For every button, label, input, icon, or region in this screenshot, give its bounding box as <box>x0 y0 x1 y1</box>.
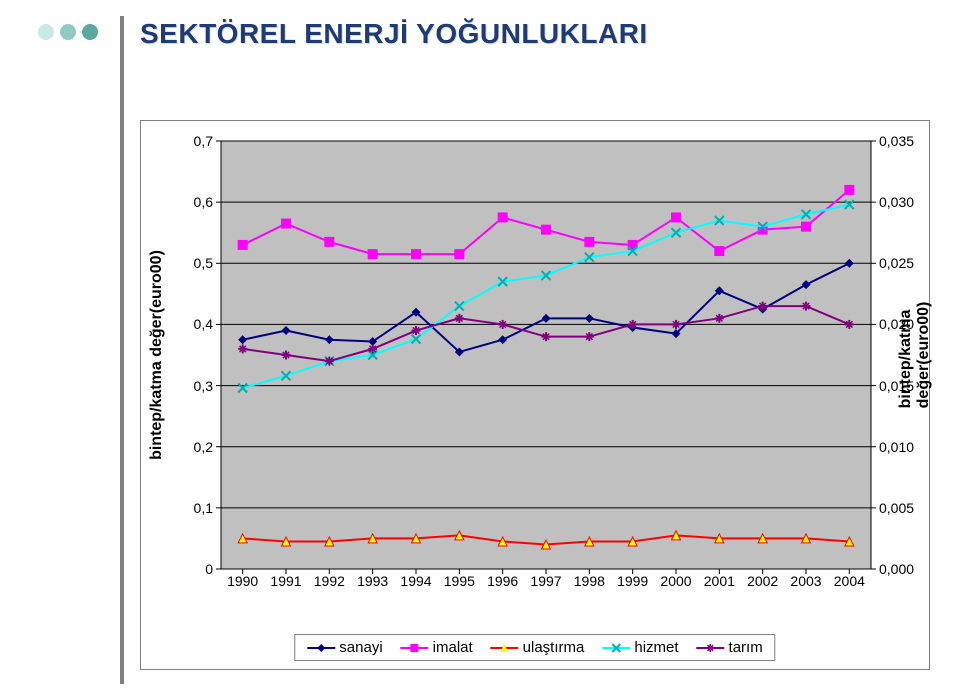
x-tick: 1999 <box>617 573 648 589</box>
legend-item-tarım: tarım <box>697 639 763 656</box>
y-right-tick: 0,025 <box>879 255 914 271</box>
legend-item-imalat: imalat <box>401 639 473 656</box>
x-tick: 2001 <box>704 573 735 589</box>
x-tick: 1998 <box>574 573 605 589</box>
x-tick: 2004 <box>834 573 865 589</box>
y-right-tick: 0,030 <box>879 194 914 210</box>
legend-item-ulaştırma: ulaştırma <box>491 639 585 656</box>
x-tick: 1992 <box>314 573 345 589</box>
x-tick: 1996 <box>487 573 518 589</box>
y-right-tick: 0,010 <box>879 439 914 455</box>
x-tick: 1993 <box>357 573 388 589</box>
legend-label: tarım <box>729 639 763 656</box>
y-left-tick: 0,1 <box>194 500 213 516</box>
slide-title: SEKTÖREL ENERJİ YOĞUNLUKLARI <box>140 18 648 50</box>
y-right-tick: 0,035 <box>879 133 914 149</box>
legend-label: hizmet <box>634 639 678 656</box>
legend-label: ulaştırma <box>523 639 585 656</box>
legend-item-hizmet: hizmet <box>602 639 678 656</box>
slide-bullets <box>38 24 98 40</box>
y-right-tick: 0,005 <box>879 500 914 516</box>
x-tick: 1995 <box>444 573 475 589</box>
y-left-tick: 0,2 <box>194 439 213 455</box>
y-left-tick: 0,7 <box>194 133 213 149</box>
legend-label: sanayi <box>339 639 382 656</box>
legend-item-sanayi: sanayi <box>307 639 382 656</box>
x-tick: 1990 <box>227 573 258 589</box>
chart-legend: sanayi imalat ulaştırma hizmet tarım <box>294 634 775 661</box>
x-tick: 1997 <box>530 573 561 589</box>
x-tick: 2003 <box>790 573 821 589</box>
y-left-tick: 0 <box>205 561 213 577</box>
bullet-1 <box>38 24 54 40</box>
y-right-axis-label: bintep/katma değer(euro00) <box>897 302 933 409</box>
bullet-3 <box>82 24 98 40</box>
x-tick: 2002 <box>747 573 778 589</box>
y-left-tick: 0,4 <box>194 316 213 332</box>
y-left-tick: 0,5 <box>194 255 213 271</box>
y-right-tick: 0,000 <box>879 561 914 577</box>
chart-container: 0 0,1 0,2 0,3 0,4 0,5 0,6 0,7 0,000 0,005 0,010 0,… <box>140 120 930 670</box>
bullet-2 <box>60 24 76 40</box>
vertical-divider <box>120 16 124 684</box>
y-left-tick: 0,3 <box>194 378 213 394</box>
legend-label: imalat <box>433 639 473 656</box>
x-tick: 1994 <box>400 573 431 589</box>
x-tick: 1991 <box>270 573 301 589</box>
x-tick: 2000 <box>660 573 691 589</box>
y-left-axis-label: bintep/katma değer(euro00) <box>148 250 166 460</box>
y-left-tick: 0,6 <box>194 194 213 210</box>
